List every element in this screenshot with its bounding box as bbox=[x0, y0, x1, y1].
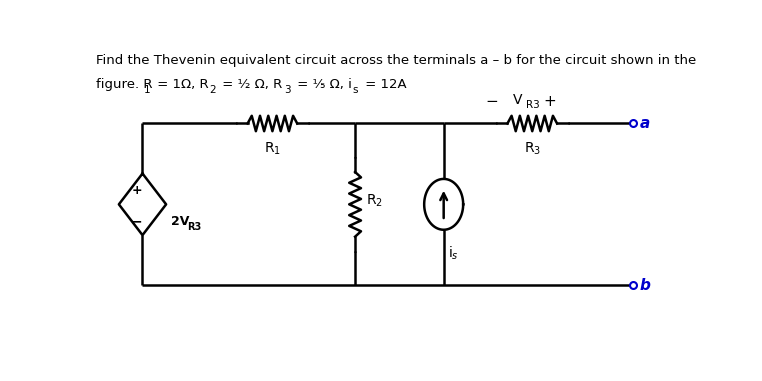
Text: V: V bbox=[513, 93, 522, 107]
Text: = ⅕ Ω, i: = ⅕ Ω, i bbox=[293, 78, 352, 91]
Text: +: + bbox=[543, 94, 556, 109]
Text: −: − bbox=[485, 94, 498, 109]
Text: R3: R3 bbox=[527, 100, 540, 110]
Text: R$_2$: R$_2$ bbox=[366, 192, 383, 209]
Text: 2: 2 bbox=[210, 85, 216, 94]
Text: 1: 1 bbox=[144, 85, 150, 94]
Text: 3: 3 bbox=[284, 85, 291, 94]
Text: 2V: 2V bbox=[171, 215, 189, 228]
Text: +: + bbox=[131, 184, 142, 197]
Text: s: s bbox=[352, 85, 357, 94]
Text: = 12A: = 12A bbox=[361, 78, 407, 91]
Text: R3: R3 bbox=[187, 223, 201, 232]
Text: R$_1$: R$_1$ bbox=[264, 141, 281, 157]
Text: Find the Thevenin equivalent circuit across the terminals a – b for the circuit : Find the Thevenin equivalent circuit acr… bbox=[97, 54, 696, 67]
Text: R$_3$: R$_3$ bbox=[523, 141, 541, 157]
Text: i$_s$: i$_s$ bbox=[448, 244, 459, 262]
Text: = ½ Ω, R: = ½ Ω, R bbox=[218, 78, 283, 91]
Text: a: a bbox=[640, 116, 650, 131]
Text: figure. R: figure. R bbox=[97, 78, 153, 91]
Text: −: − bbox=[131, 214, 142, 228]
Text: = 1Ω, R: = 1Ω, R bbox=[152, 78, 208, 91]
Text: b: b bbox=[640, 278, 651, 293]
